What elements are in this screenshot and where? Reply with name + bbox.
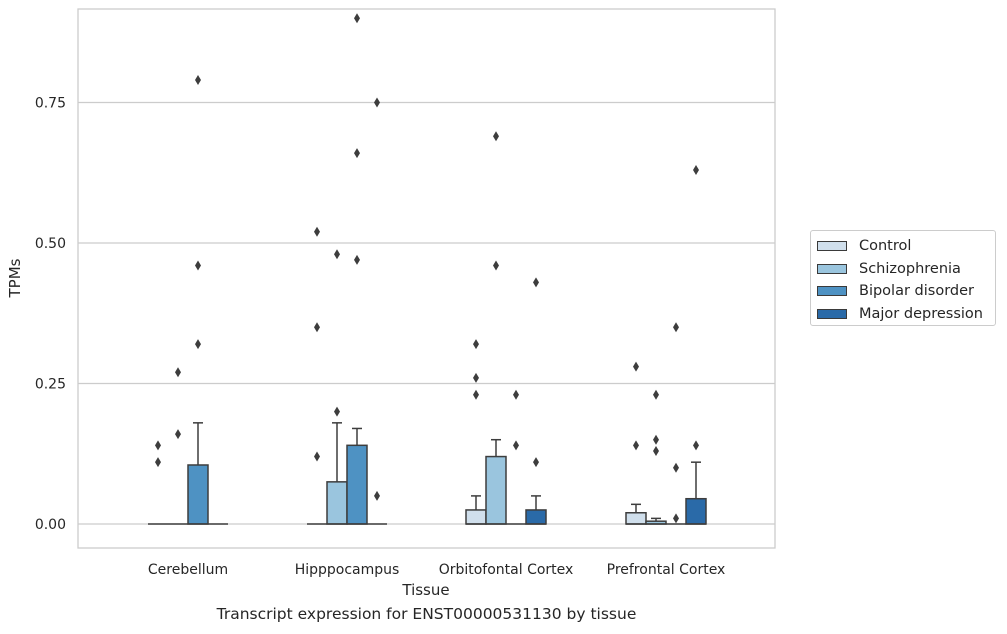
outlier-point — [314, 226, 320, 237]
outlier-point — [673, 322, 679, 333]
boxplot — [485, 438, 507, 525]
chart-caption: Transcript expression for ENST0000053113… — [216, 605, 637, 623]
boxplot — [525, 495, 547, 525]
y-tick-labels: 0.000.250.500.751.001.251.501.75 — [35, 96, 66, 534]
outlier-point — [354, 148, 360, 159]
outlier-point — [673, 513, 679, 524]
outlier-point — [354, 13, 360, 24]
legend-swatch-control — [817, 241, 847, 252]
outlier-point — [693, 440, 699, 451]
box — [187, 464, 209, 525]
legend-label-major-depression: Major depression — [859, 305, 983, 322]
legend-item-major-depression: Major depression — [817, 303, 989, 326]
legend-label-control: Control — [859, 238, 912, 255]
boxplot — [187, 422, 209, 525]
legend-label-bipolar-disorder: Bipolar disorder — [859, 283, 974, 300]
box — [525, 509, 547, 525]
legend-swatch-major-depression — [817, 308, 847, 319]
outlier-point — [513, 440, 519, 451]
outlier-point — [533, 277, 539, 288]
outlier-point — [334, 249, 340, 260]
legend-item-control: Control — [817, 235, 989, 258]
x-axis-label: Tissue — [401, 581, 449, 599]
plot-frame — [77, 8, 776, 549]
legend-swatch-schizophrenia — [817, 263, 847, 274]
outlier-point — [653, 445, 659, 456]
outlier-point — [513, 389, 519, 400]
y-tick-label: 0.75 — [35, 96, 66, 112]
outlier-point — [155, 457, 161, 468]
outlier-point — [673, 462, 679, 473]
boxplot — [346, 427, 368, 525]
legend-item-bipolar-disorder: Bipolar disorder — [817, 280, 989, 303]
boxplot — [685, 461, 707, 525]
outlier-point — [314, 451, 320, 462]
box — [326, 481, 348, 525]
outlier-point — [334, 406, 340, 417]
outlier-point — [473, 339, 479, 350]
outlier-point — [493, 131, 499, 142]
outlier-point — [195, 75, 201, 86]
outlier-point — [633, 361, 639, 372]
boxplot — [625, 503, 647, 525]
box — [465, 509, 487, 525]
boxplot — [326, 422, 348, 525]
outlier-point — [473, 389, 479, 400]
outlier-point — [155, 440, 161, 451]
x-tick-label: Hipppocampus — [295, 562, 400, 578]
outlier-point — [195, 260, 201, 271]
outlier-point — [493, 260, 499, 271]
grid-lines — [78, 101, 775, 525]
outlier-point — [374, 490, 380, 501]
x-tick-label: Prefrontal Cortex — [607, 562, 726, 578]
y-tick-label: 0.25 — [35, 377, 66, 393]
outlier-point — [175, 429, 181, 440]
x-tick-label: Orbitofontal Cortex — [439, 562, 574, 578]
boxplot — [645, 517, 667, 525]
outlier-point — [175, 367, 181, 378]
box — [485, 455, 507, 525]
outlier-point — [374, 97, 380, 108]
box — [685, 497, 707, 525]
boxplot — [465, 495, 487, 525]
outlier-points — [155, 13, 699, 524]
outlier-point — [473, 372, 479, 383]
outlier-point — [314, 322, 320, 333]
x-tick-label: Cerebellum — [148, 562, 228, 578]
x-tick-labels: Cerebellum Hipppocampus Orbitofontal Corte… — [148, 562, 725, 578]
outlier-point — [653, 389, 659, 400]
legend-label-schizophrenia: Schizophrenia — [859, 260, 961, 277]
outlier-point — [653, 434, 659, 445]
legend-item-schizophrenia: Schizophrenia — [817, 258, 989, 281]
box — [346, 444, 368, 525]
outlier-point — [354, 254, 360, 265]
y-tick-label: 0.50 — [35, 236, 66, 252]
y-tick-label: 0.00 — [35, 517, 66, 533]
legend-swatch-bipolar-disorder — [817, 286, 847, 297]
outlier-point — [693, 164, 699, 175]
outlier-point — [533, 457, 539, 468]
boxplots — [148, 422, 707, 525]
legend: Control Schizophrenia Bipolar disorder M… — [810, 230, 996, 326]
outlier-point — [195, 339, 201, 350]
y-axis-label: TPMs — [6, 258, 24, 298]
outlier-point — [633, 440, 639, 451]
box — [625, 512, 647, 525]
